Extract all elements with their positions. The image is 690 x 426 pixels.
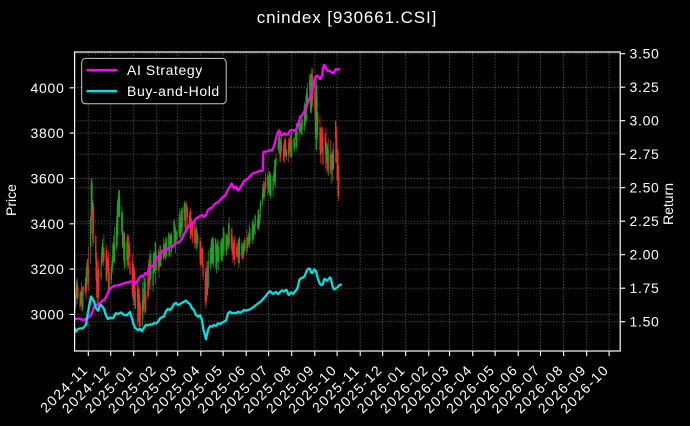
svg-text:3800: 3800 [31, 125, 65, 141]
svg-text:3000: 3000 [31, 306, 65, 322]
svg-text:cnindex [930661.CSI]: cnindex [930661.CSI] [257, 8, 438, 27]
svg-text:2.25: 2.25 [630, 213, 660, 229]
svg-text:4000: 4000 [31, 80, 65, 96]
svg-text:3600: 3600 [31, 170, 65, 186]
svg-text:3.00: 3.00 [630, 113, 660, 129]
svg-text:Buy-and-Hold: Buy-and-Hold [127, 83, 220, 99]
svg-text:Return: Return [660, 183, 676, 225]
svg-text:1.50: 1.50 [630, 314, 660, 330]
svg-text:3.25: 3.25 [630, 79, 660, 95]
svg-text:3.50: 3.50 [630, 46, 660, 62]
svg-text:Price: Price [3, 184, 19, 216]
svg-text:1.75: 1.75 [630, 280, 660, 296]
svg-text:AI Strategy: AI Strategy [127, 62, 203, 78]
svg-text:2.50: 2.50 [630, 180, 660, 196]
svg-text:2.75: 2.75 [630, 146, 660, 162]
svg-text:2.00: 2.00 [630, 247, 660, 263]
svg-text:3200: 3200 [31, 261, 65, 277]
svg-text:3400: 3400 [31, 216, 65, 232]
